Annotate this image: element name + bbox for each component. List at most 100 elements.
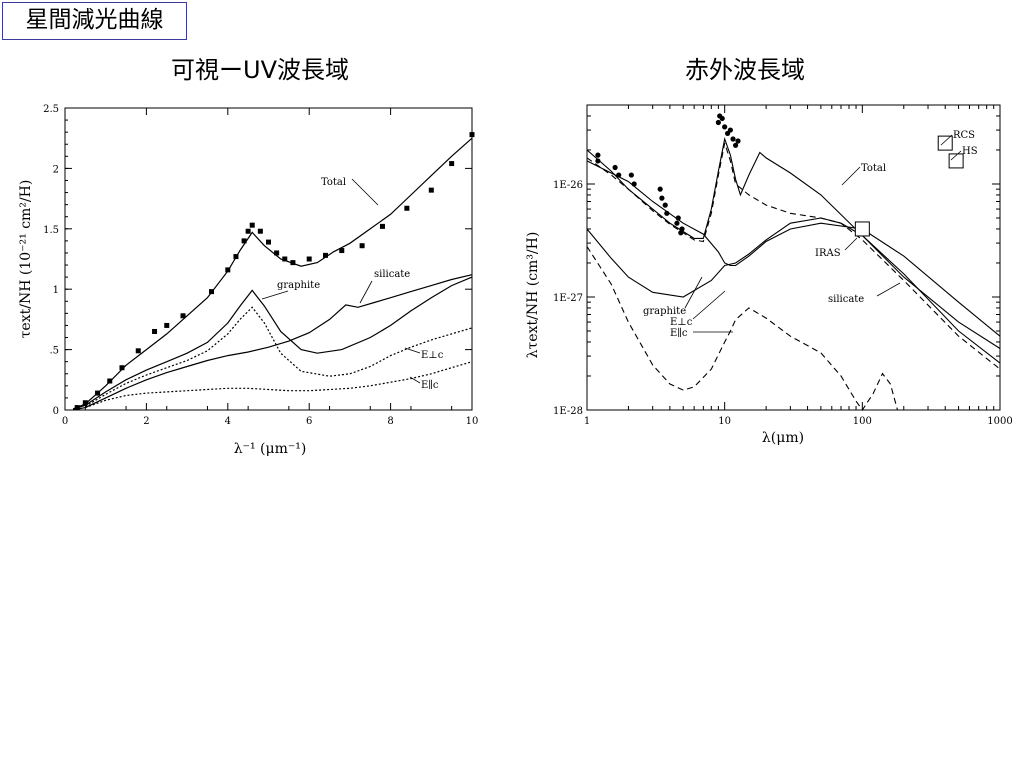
ir-curves (586, 136, 1001, 411)
ir-marked-regions (854, 135, 964, 237)
ir-observed-point (715, 119, 721, 126)
ir-annotations: Total graphite E⊥c E∥c silicate IRAS RCS… (643, 130, 978, 339)
ir-observed-point (675, 215, 681, 221)
uv-observed-point (135, 348, 141, 354)
uv-observed-point (241, 238, 247, 244)
uv-observed-point (290, 260, 296, 266)
uv-observed-point (449, 161, 455, 167)
uv-ticks: 0 2 4 6 8 10 0 .5 1 1.5 2 2.5 (43, 104, 478, 427)
uv-y-tick-label: .5 (49, 346, 59, 357)
ir-total-label: Total (861, 163, 886, 174)
uv-series-silicate (72, 274, 473, 411)
uv-y-tick-label: 2.5 (43, 104, 59, 115)
uv-x-tick-label: 4 (225, 416, 231, 427)
uv-series-eparc (85, 361, 473, 409)
uv-y-tick-label: 1 (53, 285, 59, 296)
ir-hs-label: HS (962, 146, 978, 157)
uv-observed-point (306, 256, 312, 262)
ir-x-tick-label: 10 (718, 416, 731, 427)
uv-observed-point (339, 248, 345, 254)
ir-iras-label: IRAS (815, 248, 841, 259)
uv-observed-point (359, 243, 365, 249)
ir-rcs-label: RCS (953, 130, 975, 141)
ir-observed-point (657, 186, 663, 192)
ir-observed-point (722, 124, 728, 130)
ir-observed-point (679, 226, 685, 232)
uv-x-tick-label: 0 (62, 416, 68, 427)
uv-observed-point (274, 250, 280, 256)
uv-eperp-label: E⊥c (421, 350, 444, 361)
ir-region-box-hs (948, 153, 964, 169)
ir-observed-point (735, 138, 741, 144)
uv-observed-point (249, 222, 255, 228)
uv-observed-point (209, 289, 215, 295)
uv-silicate-label: silicate (374, 269, 410, 280)
uv-observed-point (164, 322, 170, 328)
ir-region-box-rcs (937, 135, 953, 151)
uv-y-axis-label: τext/NH (10⁻²¹ cm²/H) (18, 180, 34, 339)
ir-observed-point (628, 172, 634, 178)
ir-plot-frame (586, 104, 1001, 411)
uv-epar-label: E∥c (421, 379, 439, 391)
ir-series-eparc (586, 246, 899, 411)
ir-observed-point (719, 115, 725, 122)
right-panel-heading: 赤外波長域 (685, 56, 805, 84)
uv-observed-point (152, 328, 158, 334)
ir-observed-point (664, 210, 670, 216)
uv-observed-point (233, 254, 239, 260)
uv-extinction-chart: 0 2 4 6 8 10 0 .5 1 1.5 2 2.5 Total graphite silica… (18, 104, 478, 457)
ir-observed-point (732, 142, 739, 148)
ir-graphite-label: graphite (643, 306, 686, 317)
ir-observed-point (616, 172, 622, 178)
uv-observed-point (180, 313, 186, 319)
ir-observed-point (595, 158, 601, 164)
uv-observed-point (74, 405, 80, 411)
ir-epar-label: E∥c (670, 327, 688, 339)
ir-y-tick-label: 1E-26 (553, 180, 583, 191)
ir-eperp-label: E⊥c (670, 317, 693, 328)
ir-observed-point (662, 202, 668, 208)
uv-x-tick-label: 10 (466, 416, 479, 427)
ir-x-tick-label: 100 (853, 416, 872, 427)
uv-x-axis-label: λ⁻¹ (μm⁻¹) (234, 441, 307, 457)
uv-observed-point (379, 223, 385, 229)
ir-observed-point (595, 152, 601, 158)
uv-observed-point (95, 390, 101, 396)
ir-region-box-iras (854, 221, 870, 237)
uv-observed-point (107, 378, 113, 384)
uv-observed-point (404, 205, 410, 211)
uv-annotations: Total graphite silicate E⊥c E∥c (261, 177, 444, 391)
uv-y-tick-label: 2 (53, 164, 59, 175)
ir-y-tick-label: 1E-28 (553, 406, 583, 417)
ir-y-axis-label: λτext/NH (cm³/H) (525, 232, 541, 359)
uv-curves (72, 137, 473, 411)
ir-series-graphite (586, 217, 1001, 364)
uv-observed-point (257, 228, 263, 234)
ir-x-axis-label: λ(μm) (762, 430, 804, 446)
uv-x-tick-label: 8 (387, 416, 393, 427)
ir-observed-point (659, 195, 665, 201)
uv-observed-point (266, 239, 271, 245)
uv-y-tick-label: 0 (53, 406, 59, 417)
uv-x-tick-label: 2 (143, 416, 149, 427)
ir-observed-points (595, 113, 741, 236)
ir-series-eperpc (586, 160, 1001, 337)
uv-series-graphite (72, 276, 473, 410)
ir-observed-point (727, 127, 733, 133)
uv-plot-frame (64, 107, 473, 411)
uv-y-tick-label: 1.5 (43, 225, 59, 236)
uv-observed-point (428, 187, 434, 193)
uv-x-tick-label: 6 (306, 416, 312, 427)
ir-observed-point (730, 136, 736, 142)
uv-observed-point (469, 132, 475, 138)
uv-observed-point (322, 252, 328, 258)
uv-observed-point (245, 228, 251, 234)
ir-series-total (586, 136, 1001, 349)
uv-series-eperpc (84, 306, 473, 407)
ir-observed-point (674, 220, 680, 226)
ir-extinction-chart: 1 10 100 1000 1E-28 1E-27 1E-26 Total graphite… (525, 104, 1013, 446)
uv-observed-point (225, 267, 231, 273)
uv-total-label: Total (321, 177, 346, 188)
left-panel-heading: 可視ーUV波長域 (171, 56, 349, 84)
ir-observed-point (612, 164, 618, 171)
